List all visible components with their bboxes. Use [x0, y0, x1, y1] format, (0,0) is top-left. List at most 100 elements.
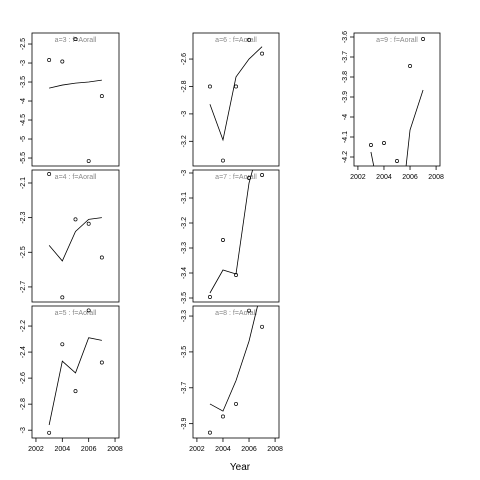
point	[382, 141, 386, 145]
x-tick-label: 2006	[81, 446, 97, 453]
y-tick-label: -4	[20, 98, 27, 104]
y-tick-label: -5.5	[20, 152, 27, 164]
y-tick-label: -3.5	[20, 76, 27, 88]
y-tick-label: -3.3	[181, 310, 188, 322]
y-tick-label: -3.5	[181, 292, 188, 304]
y-tick-label: -3	[181, 170, 188, 176]
y-tick-label: -4	[342, 114, 349, 120]
y-tick-label: -2.1	[20, 177, 27, 189]
fit-line	[48, 217, 102, 262]
point	[368, 143, 373, 147]
point	[260, 324, 265, 329]
fit-line	[370, 89, 424, 166]
strip-title: a=9 : f=Aorall	[376, 37, 418, 44]
x-tick-label: 2004	[215, 446, 231, 453]
point	[86, 159, 91, 164]
fit-line	[48, 337, 102, 426]
point	[47, 430, 52, 435]
panel: a=5 : f=Aorall -2.2 -2.4 -2.6 -2.8 -3 2002 2004…	[20, 305, 123, 453]
panel-frame	[192, 305, 280, 439]
fit-line	[209, 306, 258, 412]
point	[60, 59, 65, 64]
panel: a=8 : f=Aorall -3.3 -3.5 -3.7 -3.9 2002 2004 20…	[181, 305, 283, 453]
panel: a=7 : f=Aorall -3 -3.1 -3.2 -3.3 -3.4 -3.5	[181, 169, 280, 304]
y-tick-label: -2.3	[20, 212, 27, 224]
point	[86, 308, 91, 313]
y-tick-label: -2.5	[20, 246, 27, 258]
panel: a=9 : f=Aorall -3.6 -3.7 -3.8 -3.9 -4 -4.1 -4.2…	[342, 31, 444, 181]
y-tick-label: -2.4	[20, 346, 27, 358]
y-tick-label: -3	[181, 111, 188, 117]
x-tick-label: 2002	[28, 446, 44, 453]
point	[99, 94, 104, 99]
x-tick-label: 2006	[402, 174, 418, 181]
panel: a=4 : f=Aorall -2.1 -2.3 -2.5 -2.7	[20, 169, 120, 303]
strip-title: a=4 : f=Aorall	[55, 174, 97, 181]
point	[234, 84, 238, 89]
y-tick-label: -3.2	[181, 217, 188, 229]
y-tick-label: -2.6	[181, 53, 188, 65]
point	[86, 221, 91, 226]
point	[395, 159, 399, 163]
y-tick-label: -3.6	[342, 31, 349, 43]
point	[421, 37, 426, 41]
y-tick-label: -3	[20, 60, 27, 66]
fit-line	[209, 170, 254, 294]
point	[234, 401, 238, 406]
y-tick-label: -3.4	[181, 267, 188, 279]
y-tick-label: -3.2	[181, 135, 188, 147]
point	[260, 173, 265, 177]
point	[247, 176, 251, 180]
y-tick-label: -3.9	[181, 418, 188, 430]
y-tick-label: -2.8	[181, 80, 188, 92]
point	[221, 158, 225, 163]
x-tick-label: 2004	[55, 446, 71, 453]
x-tick-label: 2006	[241, 446, 257, 453]
panel-frame	[31, 305, 120, 439]
y-tick-label: -5	[20, 136, 27, 142]
x-tick-label: 2004	[376, 174, 392, 181]
point	[260, 51, 265, 56]
point	[47, 172, 52, 176]
x-axis-label: Year	[230, 462, 251, 473]
point	[247, 37, 251, 42]
x-tick-label: 2008	[267, 446, 283, 453]
point	[47, 58, 52, 62]
panel: a=3 : f=Aorall-2.5-3-3.5-4-4.5-5-5.5	[20, 32, 120, 167]
y-tick-label: -3.3	[181, 242, 188, 254]
panel-frame	[31, 32, 120, 167]
y-tick-label: -3.7	[181, 382, 188, 394]
x-tick-label: 2002	[350, 174, 366, 181]
y-tick-label: -3.7	[342, 51, 349, 63]
point	[99, 255, 104, 260]
point	[60, 295, 65, 300]
y-tick-label: -3.9	[342, 91, 349, 103]
point	[73, 389, 78, 394]
point	[408, 64, 412, 68]
panel-frame	[353, 32, 441, 167]
point	[207, 295, 212, 299]
y-tick-label: -2.2	[20, 320, 27, 332]
y-tick-label: -3.8	[342, 71, 349, 83]
point	[60, 342, 65, 347]
y-tick-label: -3	[20, 427, 27, 433]
point	[73, 217, 78, 222]
point	[207, 84, 212, 89]
fit-line	[49, 79, 102, 89]
y-tick-label: -2.6	[20, 372, 27, 384]
x-tick-label: 2008	[107, 446, 123, 453]
y-tick-label: -2.7	[20, 281, 27, 293]
point	[221, 414, 225, 419]
y-tick-label: -4.1	[342, 131, 349, 143]
strip-title: a=6 : f=Aorall	[215, 37, 257, 44]
y-tick-label: -2.5	[20, 38, 27, 50]
y-tick-label: -4.5	[20, 114, 27, 126]
panel: a=6 : f=Aorall -2.6 -2.8 -3 -3.2	[181, 32, 280, 167]
y-tick-label: -4.2	[342, 151, 349, 163]
x-tick-label: 2002	[189, 446, 205, 453]
panel-frame	[192, 32, 280, 167]
point	[247, 308, 251, 313]
strip-title: a=7 : f=Aorall	[215, 174, 257, 181]
point	[99, 360, 104, 365]
y-tick-label: -3.1	[181, 192, 188, 204]
